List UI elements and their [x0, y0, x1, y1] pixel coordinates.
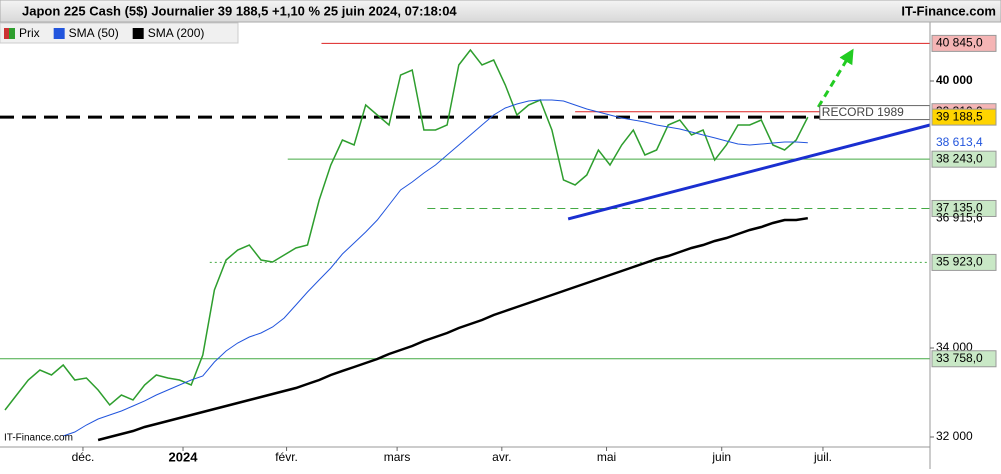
price-label-box: [931, 150, 997, 168]
y-tick-label: 40 000: [936, 73, 973, 87]
legend-swatch: [132, 28, 144, 39]
price-label: 40 845,0: [936, 36, 983, 50]
trend-line: [817, 48, 854, 108]
price-label-box: [931, 350, 997, 368]
price-label: 38 243,0: [936, 151, 983, 165]
trend-line: [567, 123, 931, 221]
x-tick-label: mai: [597, 450, 616, 464]
price-label-box: [931, 108, 997, 126]
price-label: 39 188,5: [936, 109, 983, 123]
legend: Prix SMA (50) SMA (200): [0, 22, 239, 44]
legend-swatch: [9, 28, 15, 39]
series-line: [4, 48, 809, 411]
annotation: RECORD 1989: [822, 105, 904, 119]
price-label: 35 923,0: [936, 255, 983, 269]
price-label-box: [931, 253, 997, 271]
header: [0, 0, 1001, 23]
x-tick-label: avr.: [492, 450, 511, 464]
price-label: 36 915,6: [936, 210, 983, 224]
legend-label: SMA (50): [69, 26, 119, 40]
price-label-box: [931, 199, 997, 217]
series-line: [97, 216, 808, 442]
price-label: 38 613,4: [936, 135, 983, 149]
price-label: 33 758,0: [936, 351, 983, 365]
price-label: 37 135,0: [936, 201, 983, 215]
legend-swatch: [53, 28, 65, 39]
series-line: [63, 99, 808, 437]
chart-title: Japon 225 Cash (5$) Journalier 39 188,5 …: [22, 3, 457, 18]
x-tick-label: juil.: [813, 450, 832, 464]
watermark: IT-Finance.com: [4, 433, 73, 444]
x-tick-label: févr.: [275, 450, 298, 464]
x-tick-label: déc.: [72, 450, 95, 464]
x-tick-label: juin: [711, 450, 731, 464]
plot: RECORD 1989: [0, 42, 931, 442]
brand: IT-Finance.com: [901, 3, 996, 18]
y-tick-label: 32 000: [936, 429, 973, 443]
legend-label: Prix: [19, 26, 40, 40]
x-tick-label: mars: [384, 450, 411, 464]
x-tick-label: 2024: [169, 449, 199, 464]
legend-label: SMA (200): [148, 26, 205, 40]
price-label-box: [931, 34, 997, 52]
